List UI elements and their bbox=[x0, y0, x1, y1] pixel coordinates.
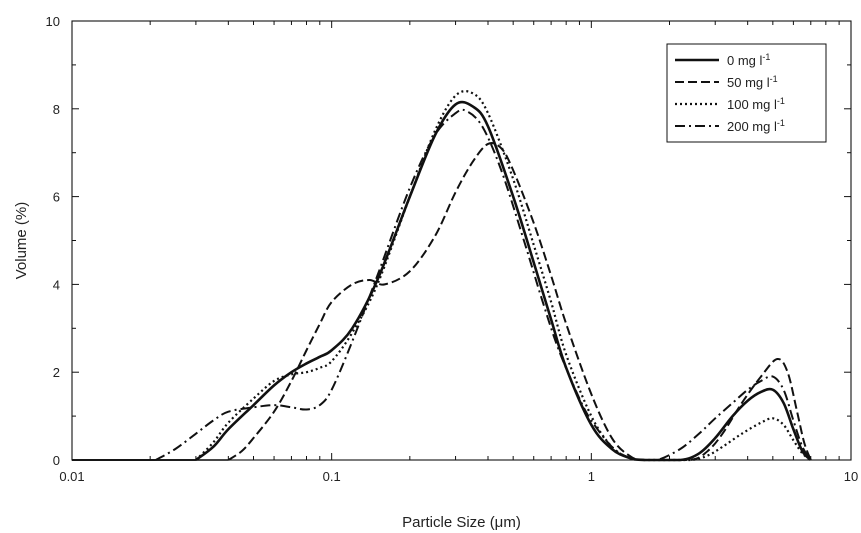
y-axis-label: Volume (%) bbox=[13, 202, 30, 280]
x-tick-label: 0.1 bbox=[323, 469, 341, 484]
plot-frame bbox=[71, 20, 852, 461]
x-tick-label: 10 bbox=[844, 469, 858, 484]
legend: 0 mg l-1 50 mg l-1 100 mg l-1 200 mg l-1 bbox=[666, 43, 827, 143]
x-tick-label: 0.01 bbox=[59, 469, 84, 484]
legend-label: 200 mg l-1 bbox=[727, 118, 785, 134]
series-line-2 bbox=[227, 142, 812, 462]
series-line-4 bbox=[155, 108, 812, 462]
y-tick-label: 8 bbox=[53, 102, 60, 117]
y-tick-label: 0 bbox=[53, 453, 60, 468]
x-tick-label: 1 bbox=[588, 469, 595, 484]
y-tick-label: 10 bbox=[46, 14, 60, 29]
y-tick-label: 4 bbox=[53, 277, 60, 292]
legend-label: 50 mg l-1 bbox=[727, 74, 778, 90]
y-tick-label: 6 bbox=[53, 190, 60, 205]
series-line-1 bbox=[195, 100, 812, 462]
tick-labels-layer: 0.01 0.1 1 10 0 2 4 6 8 10 bbox=[46, 14, 859, 484]
y-tick-label: 2 bbox=[53, 365, 60, 380]
x-axis-label: Particle Size (μm) bbox=[402, 514, 521, 531]
legend-label: 0 mg l-1 bbox=[727, 52, 770, 68]
legend-label: 100 mg l-1 bbox=[727, 96, 785, 112]
series-line-3 bbox=[195, 90, 812, 462]
